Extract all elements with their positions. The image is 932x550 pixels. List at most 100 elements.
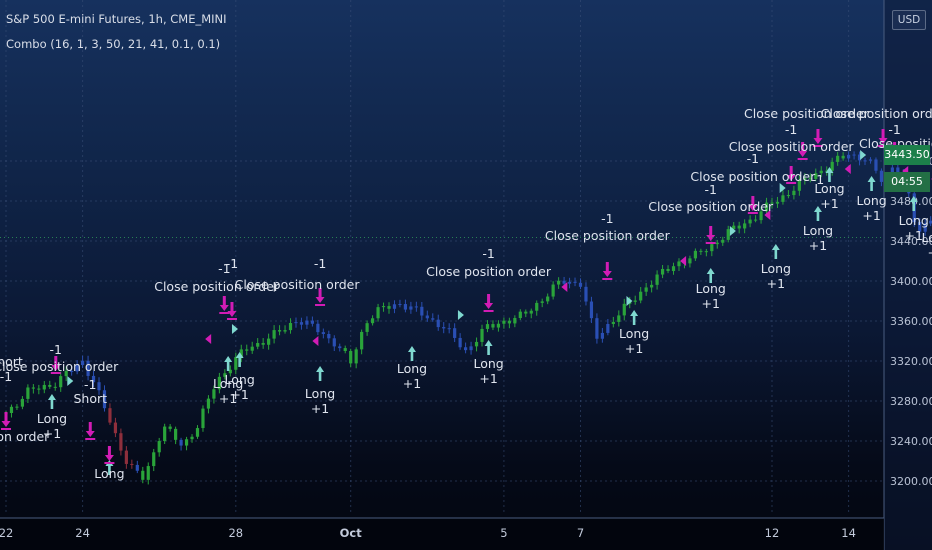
exit-marker-arrow — [1, 412, 11, 430]
time-tick-label: 5 — [500, 526, 507, 540]
long-entry-arrow — [630, 310, 639, 325]
order-label: +1 — [767, 276, 785, 291]
order-label: +1 — [702, 296, 720, 311]
order-flag-marker — [680, 256, 687, 266]
candle-body — [234, 357, 238, 370]
candle-body — [288, 322, 293, 331]
candle-body — [75, 365, 79, 372]
candle-body — [480, 328, 484, 342]
candle-body — [830, 161, 834, 171]
order-label: Long — [619, 326, 649, 341]
candle-body — [321, 332, 325, 334]
candle-body — [354, 349, 358, 364]
candle-body — [272, 330, 276, 339]
price-axis-panel — [884, 0, 932, 550]
candle-body — [327, 333, 331, 339]
candle-body — [436, 319, 440, 328]
candle-body — [491, 324, 495, 328]
candle-body — [163, 426, 167, 442]
order-label: -1 — [84, 377, 96, 392]
candle-body — [414, 306, 418, 308]
candle-body — [97, 382, 101, 391]
candle-body — [146, 466, 150, 480]
long-entry-arrow — [813, 206, 822, 221]
candle-body — [174, 428, 178, 440]
candle-body — [666, 268, 670, 272]
order-flag-marker — [205, 334, 212, 344]
order-label: Long — [814, 181, 844, 196]
candle-body — [81, 360, 85, 366]
time-tick-label: 7 — [577, 526, 584, 540]
price-tick-label: 3280.00 — [890, 395, 932, 408]
candle-body — [26, 387, 30, 399]
order-flag-marker — [67, 376, 74, 386]
time-axis-panel — [0, 518, 884, 550]
order-label: -1 — [785, 122, 797, 137]
candle-body — [245, 349, 249, 351]
order-label: +1 — [403, 376, 421, 391]
candle-body — [715, 242, 719, 245]
order-label: Long — [899, 213, 929, 228]
order-label: Long — [761, 261, 791, 276]
order-label: Close position order — [821, 106, 932, 121]
order-label: Close position order — [690, 169, 816, 184]
order-label: Close position order — [0, 429, 50, 444]
candle-body — [868, 159, 873, 161]
order-label: Long — [213, 376, 243, 391]
currency-badge[interactable]: USD — [892, 10, 926, 30]
order-label: +1 — [43, 426, 61, 441]
candle-body — [267, 338, 271, 345]
candle-body — [283, 330, 287, 332]
candle-body — [398, 304, 402, 306]
candle-body — [212, 389, 216, 399]
candle-body — [223, 373, 227, 377]
symbol-title[interactable]: S&P 500 E-mini Futures, 1h, CME_MINI — [6, 12, 227, 26]
candle-body — [64, 370, 68, 377]
candle-body — [256, 343, 260, 347]
time-tick-label: 28 — [228, 526, 243, 540]
candle-body — [332, 338, 336, 347]
candle-body — [206, 398, 211, 409]
order-label: Long — [94, 466, 124, 481]
candle-body — [704, 251, 708, 253]
exit-marker-arrow — [878, 129, 889, 147]
exit-marker-arrow — [786, 166, 797, 184]
candle-body — [836, 155, 840, 162]
order-label: Close position order — [729, 139, 855, 154]
candle-body — [250, 346, 254, 351]
candle-body — [343, 348, 347, 351]
candle-body — [376, 307, 380, 319]
candle-body — [518, 311, 522, 319]
price-tick-label: 3440.00 — [890, 235, 932, 248]
candle-body — [37, 388, 41, 390]
long-entry-arrow — [771, 244, 780, 259]
candle-body — [644, 287, 648, 292]
order-flag-marker — [844, 164, 851, 174]
candle-body — [567, 281, 572, 284]
price-tick-label: 3200.00 — [890, 475, 932, 488]
candle-body — [797, 179, 801, 191]
candle-body — [775, 201, 780, 204]
candle-body — [152, 452, 156, 467]
order-label: +1 — [219, 391, 237, 406]
candle-body — [759, 211, 763, 221]
candle-body — [557, 280, 561, 285]
indicator-legend[interactable]: Combo (16, 1, 3, 50, 21, 41, 0.1, 0.1) — [6, 37, 221, 51]
candle-body — [70, 370, 74, 372]
candle-body — [726, 229, 730, 240]
long-entry-arrow — [407, 346, 416, 361]
candle-body — [130, 463, 134, 465]
candle-body — [803, 178, 807, 180]
candle-body — [600, 332, 604, 339]
candle-body — [863, 160, 867, 162]
candle-body — [201, 408, 205, 429]
order-label: -1 — [218, 261, 230, 276]
order-label: Long — [696, 281, 726, 296]
candle-body — [305, 320, 309, 325]
candle-body — [781, 195, 785, 202]
candle-body — [108, 408, 112, 423]
time-tick-label: 22 — [0, 526, 13, 540]
candle-body — [622, 303, 626, 316]
order-label: Long — [37, 411, 67, 426]
